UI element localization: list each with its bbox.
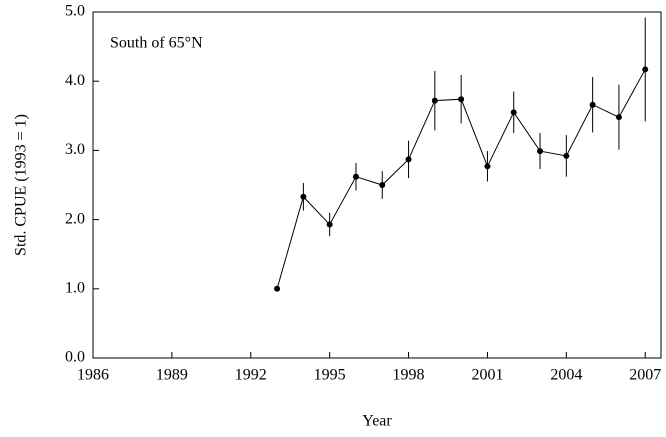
data-point xyxy=(379,182,386,188)
data-point xyxy=(589,101,596,108)
x-axis-label: Year xyxy=(362,413,392,430)
x-tick-label: 1992 xyxy=(235,367,267,384)
plot-frame xyxy=(92,11,662,359)
y-axis-label: Std. CPUE (1993 = 1) xyxy=(13,114,30,256)
x-tick-label: 2004 xyxy=(550,367,582,384)
y-tick-label: 5.0 xyxy=(65,3,85,20)
data-point xyxy=(615,114,622,121)
annotation: South of 65°N xyxy=(110,35,203,52)
data-point xyxy=(326,221,333,228)
y-tick-label: 3.0 xyxy=(65,141,85,158)
data-point xyxy=(352,173,359,180)
data-point xyxy=(563,152,570,159)
x-tick-label: 1998 xyxy=(393,367,425,384)
data-point xyxy=(431,97,438,104)
data-point xyxy=(458,96,465,103)
x-tick-label: 2001 xyxy=(471,367,503,384)
data-point xyxy=(405,156,412,163)
y-tick-label: 2.0 xyxy=(65,210,85,227)
y-tick-label: 4.0 xyxy=(65,72,85,89)
x-tick-label: 1986 xyxy=(77,367,109,384)
data-point xyxy=(300,193,307,200)
y-tick-label: 0.0 xyxy=(65,349,85,366)
x-tick-label: 2007 xyxy=(629,367,661,384)
data-point xyxy=(274,285,281,292)
data-point xyxy=(510,109,517,116)
x-tick-label: 1995 xyxy=(314,367,346,384)
data-point xyxy=(537,148,544,155)
data-point xyxy=(642,66,649,73)
x-tick-label: 1989 xyxy=(156,367,188,384)
y-tick-label: 1.0 xyxy=(65,279,85,296)
data-point xyxy=(484,163,491,170)
